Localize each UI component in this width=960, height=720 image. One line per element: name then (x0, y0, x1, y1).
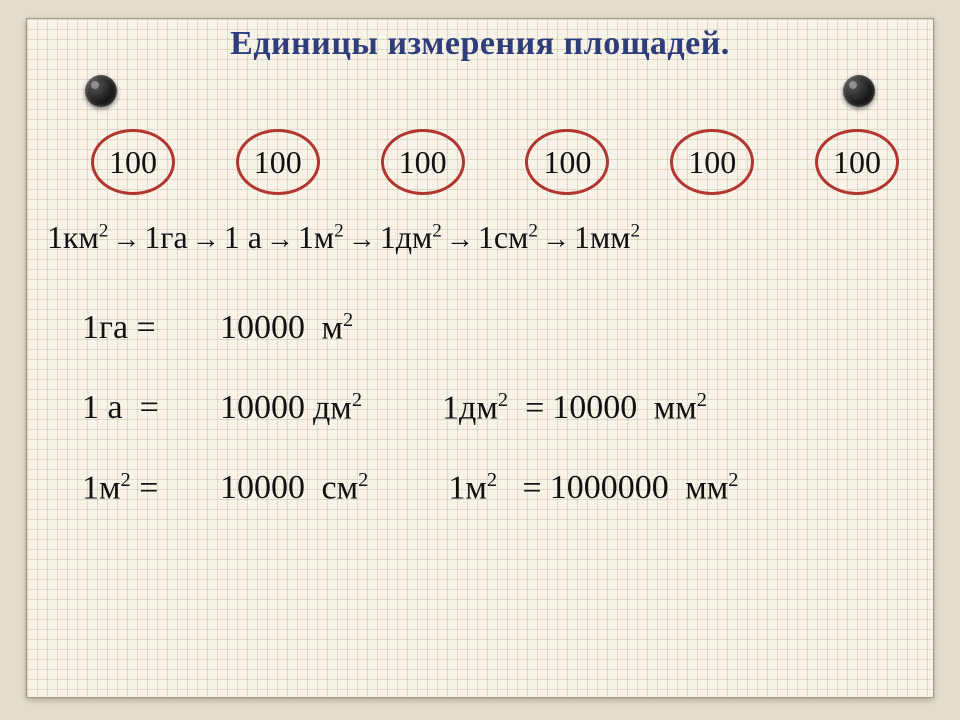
graph-paper-panel: Единицы измерения площадей. 100 100 100 … (26, 18, 934, 698)
eq-unit: дм2 (313, 389, 362, 427)
eq-unit: см2 (313, 469, 368, 507)
factor-circle: 100 (91, 129, 175, 195)
arrow-icon: → (442, 224, 478, 256)
page-title: Единицы измерения площадей. (27, 19, 933, 63)
unit-a: 1 а (224, 219, 262, 256)
slide-outer: Единицы измерения площадей. 100 100 100 … (0, 0, 960, 720)
factor-circle: 100 (525, 129, 609, 195)
eq-unit: мм2 (645, 389, 707, 427)
eq-value: 1000000 (550, 469, 669, 507)
eq-lhs: 1м2 = (448, 469, 541, 507)
eq-value: 10000 (220, 309, 305, 347)
arrow-icon: → (108, 224, 144, 256)
arrow-icon: → (344, 224, 380, 256)
factor-circle: 100 (670, 129, 754, 195)
unit-km2: 1км2 (47, 219, 108, 256)
arrow-icon: → (188, 224, 224, 256)
conversion-factor-row: 100 100 100 100 100 100 (67, 129, 913, 195)
rivet-icon (843, 75, 875, 107)
eq-value: 10000 (220, 389, 305, 427)
unit-ga: 1га (144, 219, 187, 256)
equation-row-2: 1 а = 10000 дм2 1дм2 = 10000 мм2 (82, 389, 903, 453)
factor-circle: 100 (815, 129, 899, 195)
factor-circle: 100 (236, 129, 320, 195)
eq-unit: м2 (313, 309, 353, 347)
unit-cm2: 1см2 (478, 219, 538, 256)
eq-value: 10000 (552, 389, 637, 427)
unit-dm2: 1дм2 (380, 219, 442, 256)
rivet-icon (85, 75, 117, 107)
factor-circle: 100 (381, 129, 465, 195)
eq-lhs: 1м2 = (82, 469, 212, 507)
eq-value: 10000 (220, 469, 305, 507)
eq-lhs: 1 а = (82, 389, 212, 427)
equation-row-1: 1га = 10000 м2 (82, 309, 903, 373)
arrow-icon: → (262, 224, 298, 256)
equation-row-3: 1м2 = 10000 см2 1м2 = 1000000 мм2 (82, 469, 903, 533)
eq-lhs: 1дм2 = (442, 389, 544, 427)
units-chain: 1км2 → 1га → 1 а → 1м2 → 1дм2 → 1см2 → 1… (47, 219, 923, 256)
unit-mm2: 1мм2 (574, 219, 640, 256)
arrow-icon: → (538, 224, 574, 256)
eq-unit: мм2 (677, 469, 739, 507)
unit-m2: 1м2 (298, 219, 344, 256)
eq-lhs: 1га = (82, 309, 212, 347)
